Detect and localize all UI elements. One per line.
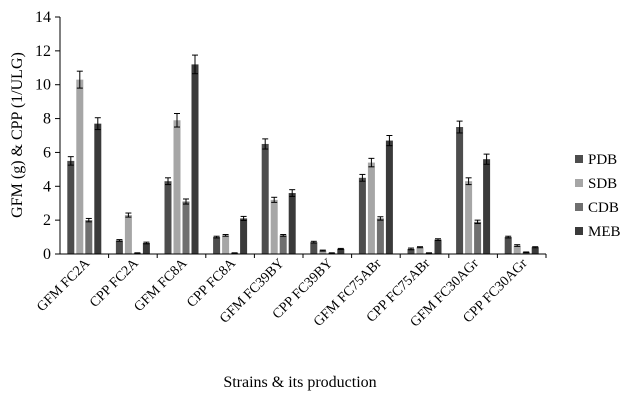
bar-cdb	[474, 221, 482, 254]
bar-meb	[240, 218, 248, 254]
bar-pdb	[456, 127, 464, 254]
bar-sdb	[319, 250, 327, 254]
bar-cdb	[522, 252, 530, 254]
legend-swatch-sdb	[575, 179, 583, 187]
bar-pdb	[67, 160, 75, 254]
y-tick-label: 2	[43, 212, 51, 229]
bar-sdb	[124, 215, 132, 254]
legend-label-cdb: CDB	[588, 200, 619, 216]
bar-pdb	[310, 242, 318, 254]
y-tick-label: 12	[35, 43, 51, 60]
bar-pdb	[358, 177, 366, 254]
y-tick-label: 6	[43, 144, 51, 161]
y-tick-label: 14	[35, 9, 51, 26]
y-tick-label: 10	[35, 77, 51, 94]
bar-sdb	[416, 247, 424, 254]
bar-meb	[94, 123, 102, 255]
bar-meb	[483, 159, 491, 254]
bar-sdb	[513, 245, 521, 254]
bar-sdb	[222, 235, 230, 254]
bar-sdb	[465, 181, 473, 254]
legend-swatch-cdb	[575, 203, 583, 211]
y-tick-label: 0	[43, 246, 51, 263]
legend-swatch-meb	[575, 227, 583, 235]
bar-meb	[531, 247, 539, 254]
bar-pdb	[213, 237, 221, 254]
x-category-label: GFM FC8A	[132, 256, 191, 315]
bar-meb	[434, 239, 442, 254]
y-tick-label: 8	[43, 111, 51, 128]
legend-label-meb: MEB	[588, 224, 621, 240]
bar-cdb	[182, 201, 190, 254]
bar-meb	[191, 64, 199, 255]
y-axis-title: GFM (g) & CPP (1/ULG)	[9, 52, 26, 218]
bar-pdb	[115, 240, 123, 254]
x-category-label: GFM FC2A	[34, 256, 93, 315]
legend-swatch-pdb	[575, 155, 583, 163]
x-axis-title: Strains & its production	[223, 374, 376, 391]
bar-pdb	[261, 143, 269, 254]
bar-cdb	[376, 218, 384, 254]
bar-pdb	[164, 181, 172, 254]
bar-sdb	[367, 162, 375, 254]
bar-pdb	[407, 248, 415, 254]
bar-cdb	[279, 235, 287, 254]
legend-label-sdb: SDB	[588, 176, 617, 192]
legend: PDB SDB CDB MEB	[575, 152, 621, 240]
bar-meb	[385, 140, 393, 254]
bar-meb	[142, 242, 150, 254]
legend-label-pdb: PDB	[588, 152, 617, 168]
y-tick-label: 4	[43, 178, 51, 195]
bar-pdb	[504, 237, 512, 254]
bar-cdb	[85, 220, 93, 254]
bar-meb	[337, 248, 345, 254]
bar-meb	[288, 193, 296, 254]
plot-area	[67, 54, 539, 255]
bar-sdb	[173, 120, 181, 254]
bar-sdb	[76, 79, 84, 254]
bar-sdb	[270, 199, 278, 254]
y-axis: 0 2 4 6 8 10 12 14	[35, 9, 61, 263]
